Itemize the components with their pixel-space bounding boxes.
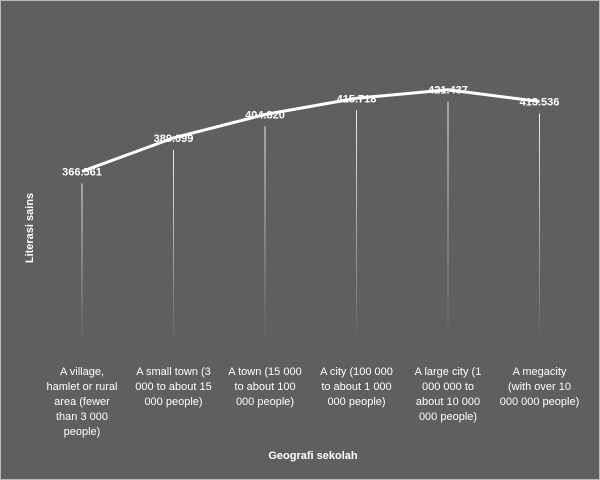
data-label: 421.437 — [428, 85, 468, 97]
x-tick-label: A small town (3 000 to about 15 000 people… — [135, 366, 211, 408]
drop-line — [447, 101, 449, 345]
series-line — [81, 88, 540, 173]
drop-line — [173, 149, 174, 345]
data-label: 366.561 — [62, 166, 102, 178]
drop-line — [81, 183, 83, 345]
x-tick-label: A megacity (with over 10 000 000 people) — [500, 366, 580, 408]
x-tick-label: A large city (1 000 000 to about 10 000 000… — [415, 366, 482, 423]
data-label: 413.536 — [520, 97, 560, 109]
data-label: 404.820 — [245, 109, 285, 121]
data-label: 415.718 — [337, 93, 377, 105]
x-tick-label: A city (100 000 to about 1 000 000 people) — [320, 366, 393, 408]
drop-line — [539, 113, 540, 346]
x-tick-label: A village, hamlet or rural area (fewer than… — [47, 366, 118, 438]
x-axis-title: Geografi sekolah — [268, 450, 358, 462]
drop-line — [264, 126, 266, 345]
x-tick-label: A town (15 000 to about 100 000 people) — [228, 366, 301, 408]
data-label: 389.099 — [154, 133, 194, 145]
y-axis-title: Literasi sains — [24, 193, 36, 263]
drop-line — [356, 110, 357, 345]
